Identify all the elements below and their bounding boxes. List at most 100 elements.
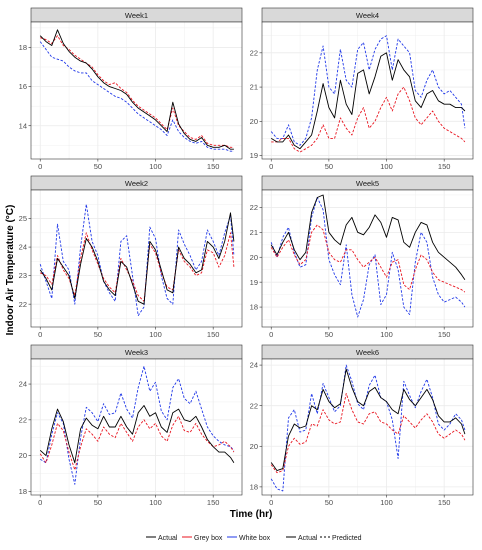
panel-week1: Week1 0 50 100 150 14 16 18 [19, 7, 243, 171]
y-tick-label: 18 [250, 482, 258, 491]
actual-line [39, 29, 234, 150]
panel-title: Week2 [125, 179, 148, 188]
white-box-line [39, 203, 235, 317]
actual-line [270, 368, 466, 472]
panel-title: Week4 [356, 11, 379, 20]
y-tick-label: 22 [250, 203, 258, 212]
y-tick-label: 18 [19, 43, 27, 52]
panel-background [262, 359, 473, 495]
panel-background [262, 190, 473, 327]
white-box-line [270, 197, 466, 318]
panel-border [30, 358, 243, 496]
x-tick-label: 100 [149, 498, 162, 507]
legend-label: Actual [158, 535, 178, 542]
legend-label: White box [239, 535, 271, 542]
panel-title: Week6 [356, 348, 379, 357]
facet-panels: Week1 0 50 100 150 14 16 18 Week4 0 50 100 150 19 20 21… [19, 7, 474, 507]
x-tick-label: 0 [38, 330, 42, 339]
y-tick-label: 22 [19, 415, 27, 424]
legend-label: Predicted [332, 535, 362, 542]
y-tick-label: 24 [250, 361, 258, 370]
y-tick-label: 23 [19, 271, 27, 280]
x-tick-label: 50 [94, 162, 102, 171]
x-tick-label: 150 [438, 498, 451, 507]
x-tick-label: 100 [149, 330, 162, 339]
x-tick-label: 150 [438, 330, 451, 339]
x-tick-label: 150 [438, 162, 451, 171]
x-tick-label: 0 [269, 498, 273, 507]
grey-box-line [40, 35, 234, 148]
white-box-line [270, 364, 466, 492]
y-tick-label: 20 [250, 117, 258, 126]
y-tick-label: 16 [19, 82, 27, 91]
y-tick-label: 22 [250, 48, 258, 57]
actual-line [39, 405, 235, 464]
y-tick-label: 24 [19, 243, 27, 252]
x-tick-label: 100 [380, 162, 393, 171]
panel-background [262, 22, 473, 159]
x-tick-label: 100 [380, 330, 393, 339]
x-tick-label: 150 [207, 330, 220, 339]
y-tick-label: 20 [250, 253, 258, 262]
panel-border [30, 189, 243, 328]
legend-item-grey-box: Grey box [182, 535, 223, 542]
y-tick-label: 18 [19, 487, 27, 496]
grey-box-line [271, 86, 466, 153]
panel-background [31, 359, 242, 495]
grey-box-line [270, 224, 466, 293]
actual-line [270, 52, 466, 150]
x-tick-label: 100 [149, 162, 162, 171]
y-tick-label: 24 [19, 380, 27, 389]
y-tick-label: 22 [19, 300, 27, 309]
panel-background [31, 22, 242, 159]
legend-item-predicted-line: Predicted [320, 535, 362, 542]
panel-title: Week3 [125, 348, 148, 357]
legend-item-actual: Actual [146, 535, 178, 542]
panel-border [261, 358, 474, 496]
y-axis-title: Indoor Air Temperature (°C) [5, 205, 16, 336]
panel-border [261, 189, 474, 328]
white-box-line [39, 365, 235, 485]
x-tick-label: 50 [325, 162, 333, 171]
x-tick-label: 150 [207, 498, 220, 507]
white-box-line [39, 41, 234, 152]
panel-week6: Week6 0 50 100 150 18 20 22 24 [250, 344, 474, 507]
y-tick-label: 18 [250, 303, 258, 312]
x-tick-label: 0 [38, 162, 42, 171]
legend: Actual Grey box White box Actual Predict… [146, 535, 362, 542]
actual-line [39, 212, 235, 305]
y-tick-label: 19 [250, 278, 258, 287]
legend-label: Grey box [194, 535, 223, 542]
x-tick-label: 50 [94, 498, 102, 507]
actual-line [270, 194, 466, 280]
panel-title: Week5 [356, 179, 379, 188]
y-tick-label: 20 [19, 451, 27, 460]
x-tick-label: 100 [380, 498, 393, 507]
legend-item-white-box: White box [227, 535, 271, 542]
grey-box-line [39, 415, 235, 471]
panel-week5: Week5 0 50 100 150 18 19 20 21 22 [250, 175, 474, 339]
x-tick-label: 50 [94, 330, 102, 339]
panel-border [30, 21, 243, 160]
panel-week3: Week3 0 50 100 150 18 20 22 24 [19, 344, 243, 507]
x-tick-label: 50 [325, 498, 333, 507]
y-tick-label: 21 [250, 83, 258, 92]
y-tick-label: 14 [19, 121, 27, 130]
x-axis-title: Time (hr) [230, 509, 273, 520]
white-box-line [270, 35, 466, 146]
legend-item-actual-line: Actual [286, 535, 318, 542]
grey-box-line [270, 393, 466, 474]
panel-week2: Week2 0 50 100 150 22 23 24 25 [19, 175, 243, 339]
x-tick-label: 150 [207, 162, 220, 171]
y-tick-label: 22 [250, 401, 258, 410]
y-tick-label: 25 [19, 214, 27, 223]
panel-border [261, 21, 474, 160]
y-tick-label: 21 [250, 228, 258, 237]
x-tick-label: 0 [269, 162, 273, 171]
y-tick-label: 19 [250, 151, 258, 160]
legend-label: Actual [298, 535, 318, 542]
x-tick-label: 50 [325, 330, 333, 339]
y-tick-label: 20 [250, 442, 258, 451]
panel-week4: Week4 0 50 100 150 19 20 21 22 [250, 7, 474, 171]
